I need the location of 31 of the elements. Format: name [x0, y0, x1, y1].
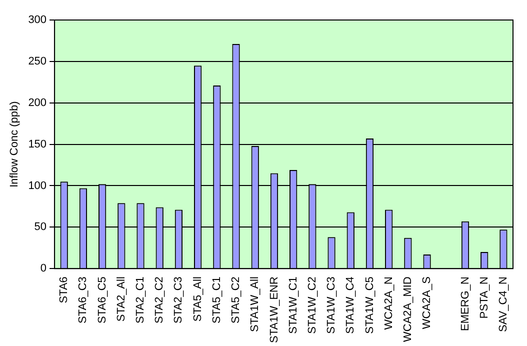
y-tick-label: 0: [40, 262, 47, 275]
x-tick-label: STA1W_All: [249, 276, 262, 332]
x-tick-label: WCA2A_N: [382, 276, 395, 330]
x-tick-label: PSTA_N: [478, 276, 490, 319]
y-tick-label: 50: [34, 221, 47, 234]
x-tick-label: STA5_All: [192, 276, 204, 322]
y-tick-label: 150: [28, 138, 47, 150]
x-tick-label: STA6_C5: [96, 276, 108, 324]
x-tick-label: STA2_C3: [172, 276, 185, 324]
x-tick-label: STA2_C2: [154, 276, 166, 324]
x-tick-label: STA1W_C4: [344, 276, 357, 334]
x-tick-label: STA1W_C2: [306, 276, 318, 334]
y-axis-title: Inflow Conc (ppb): [8, 101, 21, 188]
x-tick-label: STA2_All: [115, 276, 128, 322]
x-tick-label: STA5_C1: [210, 276, 223, 324]
x-tick-label: SAV_C4_N: [497, 276, 510, 332]
x-tick-label: WCA2A_MID: [402, 276, 414, 342]
y-tick-label: 250: [28, 55, 47, 68]
x-tick-label: EMERG_N: [459, 276, 472, 331]
y-tick-label: 100: [28, 180, 47, 192]
x-tick-label: STA1W_ENR: [268, 276, 280, 344]
x-tick-label: WCA2A_S: [421, 276, 434, 330]
x-tick-label: STA1W_C1: [287, 276, 300, 334]
x-tick-label: STA1W_C3: [326, 276, 338, 334]
x-tick-label: STA1W_C5: [364, 276, 376, 334]
x-tick-label: STA5_C2: [230, 276, 242, 324]
y-tick-label: 200: [28, 96, 47, 109]
x-tick-label: STA2_C1: [134, 276, 147, 324]
y-tick-label: 300: [28, 14, 47, 26]
x-tick-label: STA6_C3: [77, 276, 90, 324]
x-tick-label: STA6: [58, 276, 70, 304]
